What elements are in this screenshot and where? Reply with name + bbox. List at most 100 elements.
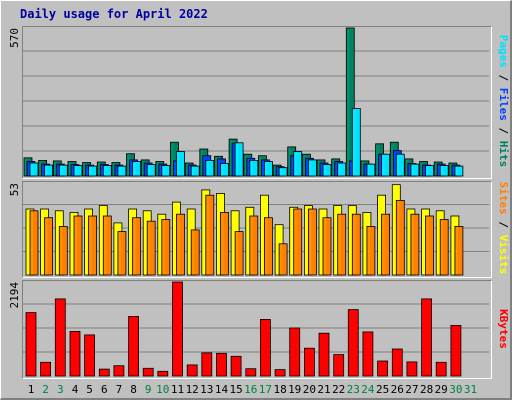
bar-highlight	[363, 213, 366, 274]
bar-sites-day-21	[322, 217, 332, 276]
x-tick-day-20: 20	[303, 383, 316, 396]
bar-highlight	[393, 185, 396, 274]
bar-highlight	[288, 147, 291, 175]
bar-sites-day-9	[146, 220, 156, 276]
bar-kbytes-day-29	[435, 361, 447, 377]
bar-pages-day-23	[351, 108, 361, 177]
bar-sites-day-12	[190, 229, 200, 276]
bar-kbytes-day-17	[259, 318, 271, 377]
bar-highlight	[236, 143, 239, 175]
bar-sites-day-25	[381, 213, 391, 276]
bar-sites-day-6	[102, 215, 112, 276]
x-tick-day-5: 5	[86, 383, 93, 396]
bar-highlight	[451, 217, 454, 274]
bar-highlight	[75, 217, 77, 274]
bar-highlight	[104, 217, 107, 274]
bar-sites-day-10	[161, 219, 171, 276]
y-max-label: 53	[8, 183, 21, 196]
bar-pages-day-18	[278, 167, 288, 177]
bar-highlight	[379, 155, 382, 175]
bar-highlight	[114, 223, 117, 274]
bar-sites-day-2	[44, 217, 53, 276]
x-tick-day-3: 3	[57, 383, 64, 396]
bar-highlight	[189, 166, 192, 175]
bar-highlight	[321, 164, 323, 175]
bar-highlight	[250, 161, 253, 175]
bar-sites-day-26	[395, 199, 405, 276]
bar-highlight	[393, 350, 396, 375]
bar-highlight	[85, 210, 88, 274]
bar-pages-day-27	[410, 163, 420, 177]
bar-kbytes-day-10	[157, 370, 169, 377]
bar-pages-day-24	[366, 163, 376, 177]
bar-highlight	[423, 166, 426, 175]
bar-highlight	[338, 164, 341, 175]
bar-sites-day-4	[73, 215, 83, 276]
bar-highlight	[144, 369, 147, 375]
legend-kbytes: KBytes	[497, 309, 510, 349]
bar-pages-day-12	[190, 165, 200, 177]
bar-pages-day-26	[395, 153, 405, 177]
bar-highlight	[232, 357, 235, 375]
bar-highlight	[426, 217, 429, 274]
bar-pages-day-13	[205, 159, 215, 177]
bar-highlight	[451, 326, 454, 375]
bar-highlight	[441, 220, 444, 274]
bar-highlight	[324, 165, 326, 175]
bar-pages-day-20	[307, 159, 317, 177]
bar-highlight	[162, 220, 165, 274]
legend-files: Files	[497, 88, 510, 121]
bar-highlight	[367, 165, 370, 175]
bar-kbytes-day-11	[172, 281, 183, 377]
bar-highlight	[28, 162, 30, 175]
bar-highlight	[378, 196, 381, 274]
bar-highlight	[27, 313, 29, 375]
bar-pages-day-17	[263, 161, 273, 177]
bar-highlight	[148, 165, 151, 175]
bar-highlight	[318, 160, 320, 175]
bar-highlight	[112, 163, 115, 175]
x-tick-day-2: 2	[42, 383, 49, 396]
x-tick-day-10: 10	[156, 383, 169, 396]
bar-sites-day-20	[307, 208, 317, 276]
bar-kbytes-day-28	[421, 298, 433, 377]
bar-highlight	[320, 210, 322, 274]
bar-kbytes-day-18	[274, 369, 286, 377]
bar-highlight	[353, 109, 356, 175]
bar-highlight	[75, 166, 77, 175]
bar-kbytes-day-3	[54, 298, 66, 377]
bar-highlight	[335, 162, 338, 175]
bar-highlight	[349, 310, 352, 375]
bar-highlight	[236, 232, 239, 274]
bar-highlight	[265, 162, 268, 175]
bar-highlight	[41, 210, 44, 274]
x-tick-day-29: 29	[435, 383, 448, 396]
bar-highlight	[290, 208, 293, 274]
bar-highlight	[320, 334, 322, 375]
bar-kbytes-day-8	[128, 315, 140, 377]
x-tick-day-7: 7	[116, 383, 123, 396]
bar-highlight	[118, 167, 121, 175]
bar-pages-day-14	[220, 163, 229, 177]
bar-highlight	[60, 166, 63, 175]
bar-highlight	[174, 161, 177, 175]
y-max-label: 2194	[8, 282, 21, 309]
x-tick-day-14: 14	[215, 383, 229, 396]
bar-highlight	[426, 166, 429, 175]
bar-highlight	[104, 166, 107, 175]
bar-kbytes-day-1	[25, 312, 37, 377]
bar-highlight	[83, 163, 86, 175]
bar-highlight	[376, 144, 379, 175]
bar-highlight	[54, 161, 57, 175]
bar-highlight	[56, 299, 59, 375]
bar-highlight	[441, 166, 444, 175]
bar-highlight	[247, 159, 250, 175]
bar-pages-day-22	[337, 162, 347, 177]
bar-kbytes-day-24	[362, 331, 374, 377]
bar-highlight	[455, 167, 458, 175]
bar-kbytes-day-20	[303, 347, 315, 377]
bar-highlight	[100, 206, 103, 274]
bar-pages-day-7	[117, 165, 127, 177]
bar-highlight	[350, 161, 353, 175]
bar-kbytes-day-22	[333, 354, 345, 377]
